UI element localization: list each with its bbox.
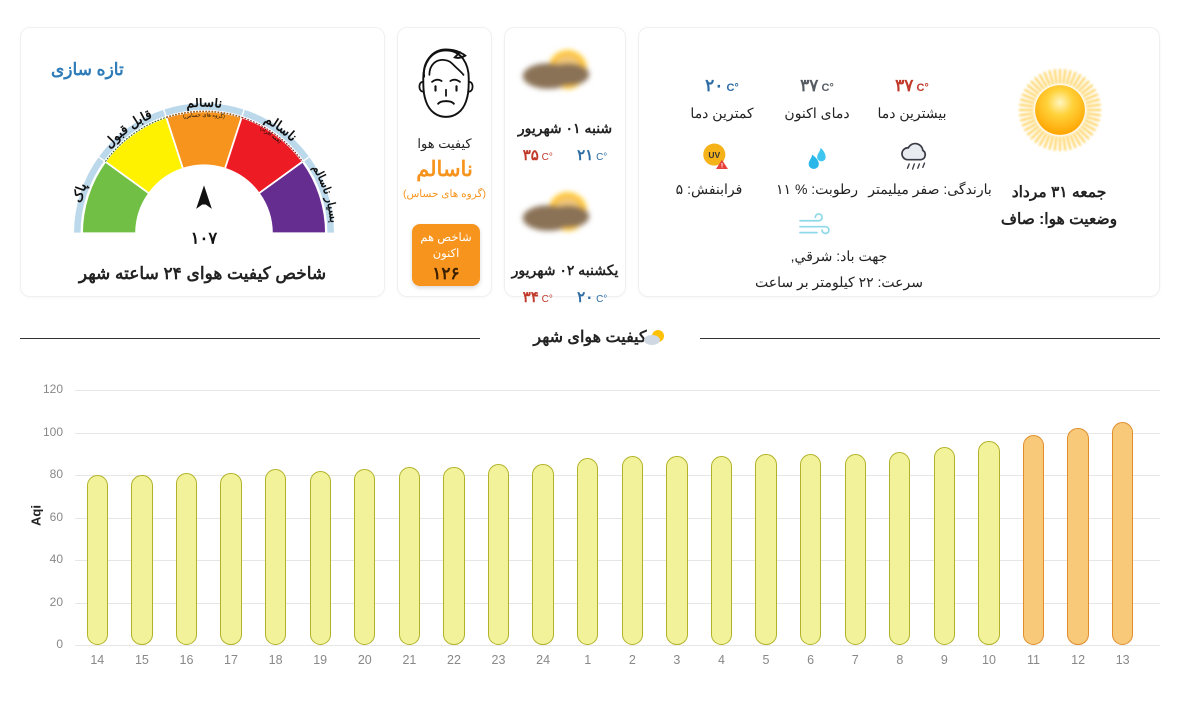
svg-text:۱۰۷: ۱۰۷ — [191, 229, 219, 248]
svg-text:!: ! — [721, 162, 723, 169]
svg-text:UV: UV — [708, 150, 720, 160]
